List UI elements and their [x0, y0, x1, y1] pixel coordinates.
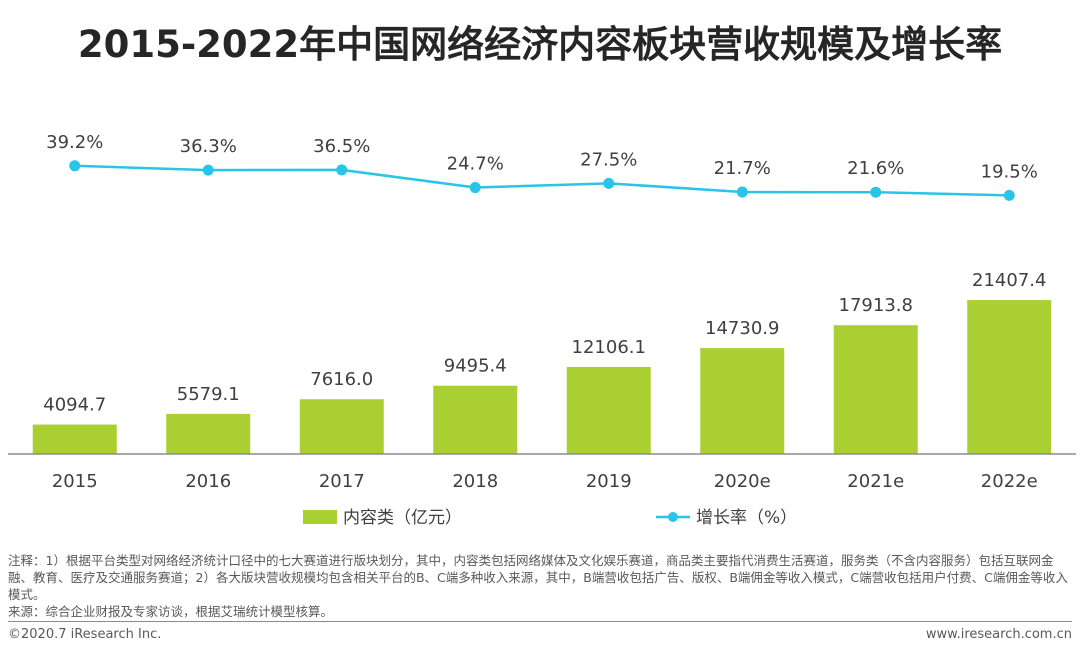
- legend-bar-swatch: [303, 510, 337, 524]
- chart-plot-area: 39.2% 36.3% 36.5% 24.7% 27.5% 21.7% 21.6% 19.5%…: [8, 132, 1076, 528]
- bar-value-label: 17913.8: [839, 295, 913, 316]
- growth-rate-label: 36.5%: [313, 136, 370, 157]
- growth-rate-line: [74, 164, 1010, 197]
- bar-2019: [566, 366, 651, 454]
- growth-rate-label: 36.3%: [180, 136, 237, 157]
- growth-rate-point-2019: [603, 177, 615, 189]
- legend-line-label: 增长率（%）: [696, 508, 797, 528]
- x-tick-label: 2020e: [714, 471, 771, 492]
- growth-rate-point-2018: [469, 182, 481, 194]
- growth-rate-point-2016: [202, 164, 214, 176]
- bar-2020e: [700, 348, 785, 454]
- growth-rate-label: 24.7%: [447, 154, 504, 175]
- bar-2016: [166, 413, 251, 454]
- chart-title: 2015-2022年中国网络经济内容板块营收规模及增长率: [77, 23, 1003, 66]
- bar-2017: [299, 399, 384, 454]
- bar-value-label: 21407.4: [972, 270, 1046, 291]
- bar-value-label: 5579.1: [177, 384, 240, 405]
- x-tick-label: 2022e: [981, 471, 1038, 492]
- growth-rate-point-2015: [69, 160, 81, 172]
- legend-bar-label: 内容类（亿元）: [343, 508, 462, 528]
- growth-rate-point-2017: [336, 164, 348, 176]
- bar-2021e: [833, 325, 918, 454]
- growth-rate-point-2021e: [870, 186, 882, 198]
- bar-2022e: [967, 300, 1052, 454]
- x-tick-label: 2015: [52, 471, 98, 492]
- growth-rate-label: 19.5%: [981, 161, 1038, 182]
- growth-rate-label: 39.2%: [46, 132, 103, 153]
- growth-rate-point-2022e: [1003, 189, 1015, 201]
- growth-rate-label: 21.6%: [847, 158, 904, 179]
- x-tick-label: 2017: [319, 471, 365, 492]
- bar-value-label: 12106.1: [572, 337, 646, 358]
- growth-rate-point-2020e: [736, 186, 748, 198]
- bar-2018: [433, 385, 518, 454]
- x-tick-label: 2021e: [847, 471, 904, 492]
- footnote: 注释：1）根据平台类型对网络经济统计口径中的七大赛道进行版块划分，其中，内容类包…: [8, 552, 1072, 620]
- bar-value-label: 14730.9: [705, 318, 779, 339]
- source-text: 来源：综合企业财报及专家访谈，根据艾瑞统计模型核算。: [8, 604, 334, 619]
- growth-rate-label: 27.5%: [580, 149, 637, 170]
- x-tick-label: 2016: [185, 471, 231, 492]
- x-tick-label: 2018: [452, 471, 498, 492]
- growth-rate-label: 21.7%: [714, 158, 771, 179]
- footer-divider: [8, 621, 1072, 622]
- bar-value-label: 4094.7: [43, 395, 106, 416]
- bar-value-label: 9495.4: [444, 356, 507, 377]
- website-link: www.iresearch.com.cn: [925, 627, 1072, 642]
- bar-value-label: 7616.0: [310, 369, 373, 390]
- legend-line-marker: [668, 512, 678, 522]
- x-tick-label: 2019: [586, 471, 632, 492]
- copyright: ©2020.7 iResearch Inc.: [8, 627, 162, 642]
- note-text: 注释：1）根据平台类型对网络经济统计口径中的七大赛道进行版块划分，其中，内容类包…: [8, 553, 1068, 602]
- bar-2015: [32, 424, 117, 454]
